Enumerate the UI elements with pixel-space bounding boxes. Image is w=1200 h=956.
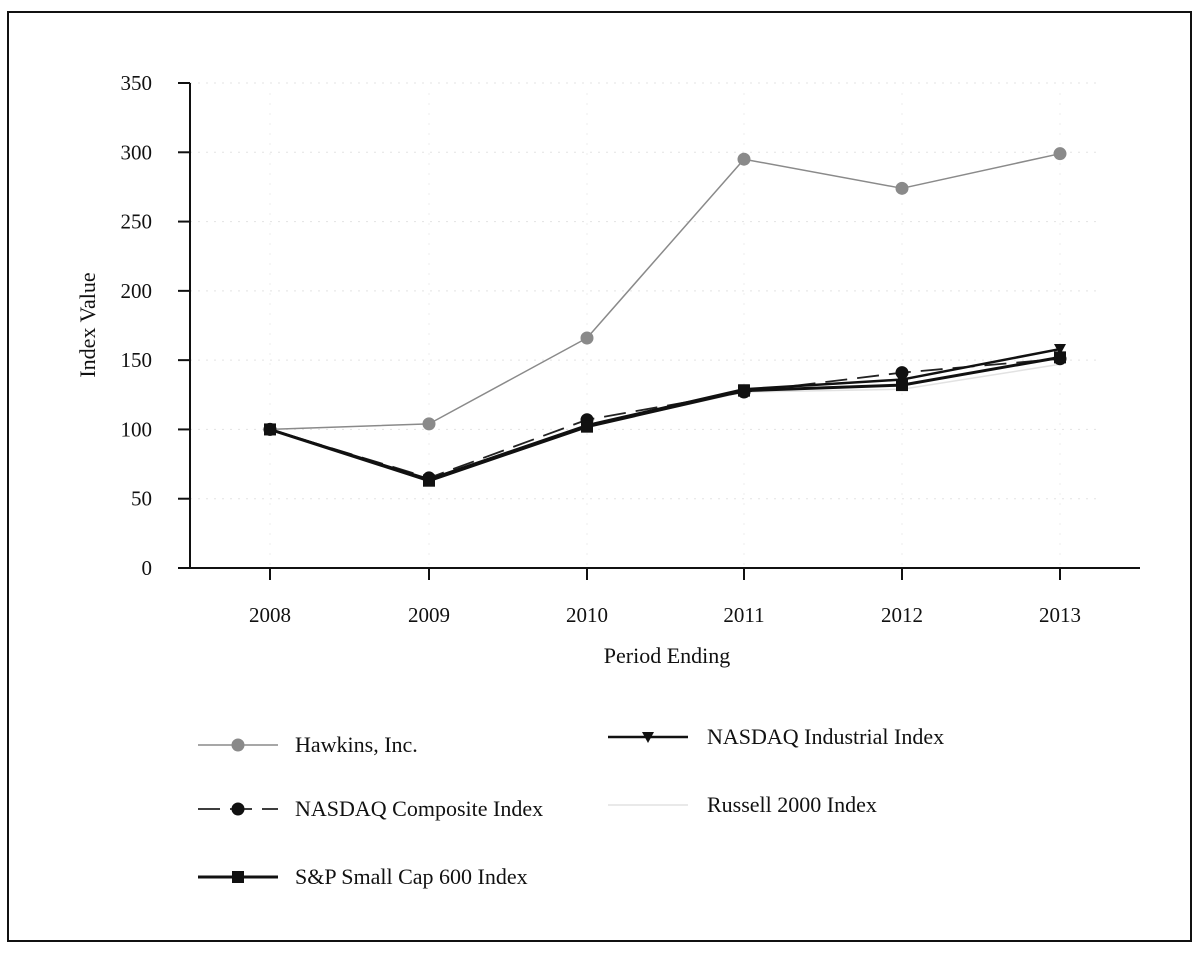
x-tick-label: 2010	[566, 603, 608, 627]
data-point	[264, 423, 276, 436]
legend-label: S&P Small Cap 600 Index	[295, 864, 528, 889]
data-point	[1054, 344, 1066, 356]
data-point	[581, 420, 593, 433]
y-tick-label: 0	[142, 556, 153, 580]
y-tick-label: 250	[121, 210, 153, 234]
data-point	[580, 331, 594, 345]
y-tick-label: 350	[121, 71, 153, 95]
x-tick-label: 2012	[881, 603, 923, 627]
legend: Hawkins, Inc. NASDAQ Industrial Index NASD…	[198, 724, 944, 889]
y-tick-label: 300	[121, 140, 153, 164]
y-tick-label: 50	[131, 487, 152, 511]
axes	[178, 83, 1140, 569]
data-point	[737, 152, 751, 166]
x-tick-label: 2013	[1039, 603, 1081, 627]
x-tick-label: 2009	[408, 603, 450, 627]
data-point	[896, 379, 908, 392]
x-tick-label: 2011	[723, 603, 764, 627]
data-point	[422, 417, 436, 431]
y-tick-label: 100	[121, 417, 153, 441]
legend-item-3: Russell 2000 Index	[608, 792, 877, 817]
data-point	[738, 384, 750, 397]
x-axis-title: Period Ending	[604, 643, 731, 668]
legend-label: NASDAQ Industrial Index	[707, 724, 944, 749]
y-tick-label: 200	[121, 279, 153, 303]
x-tick-label: 2008	[249, 603, 291, 627]
legend-swatch-marker	[231, 738, 245, 752]
series-4	[264, 351, 1066, 487]
legend-item-1: NASDAQ Industrial Index	[608, 724, 944, 749]
series-layer	[263, 147, 1067, 487]
series-0	[263, 147, 1067, 436]
data-point	[1053, 147, 1067, 161]
legend-item-0: Hawkins, Inc.	[198, 732, 418, 757]
series-line	[269, 357, 1061, 479]
data-point	[1054, 351, 1066, 364]
series-line	[269, 152, 1061, 431]
legend-item-2: NASDAQ Composite Index	[198, 796, 543, 821]
legend-label: NASDAQ Composite Index	[295, 796, 543, 821]
series-1	[264, 344, 1066, 486]
x-tick-labels: 2008 2009 2010 2011 2012 2013	[249, 568, 1081, 627]
series-line	[269, 363, 1061, 481]
series-3	[269, 363, 1061, 481]
legend-swatch-marker	[642, 732, 654, 743]
grid-layer	[190, 82, 1100, 568]
y-axis-title: Index Value	[75, 272, 100, 377]
chart-frame	[7, 11, 1192, 942]
legend-item-4: S&P Small Cap 600 Index	[198, 864, 528, 889]
y-tick-labels: 0 50 100 150 200 250 300 350	[121, 71, 190, 580]
legend-swatch-marker	[232, 871, 244, 883]
data-point	[895, 181, 909, 195]
y-tick-label: 150	[121, 348, 153, 372]
series-line	[269, 355, 1061, 483]
legend-label: Hawkins, Inc.	[295, 732, 418, 757]
data-point	[423, 474, 435, 487]
legend-label: Russell 2000 Index	[707, 792, 877, 817]
legend-swatch-marker	[231, 802, 245, 816]
